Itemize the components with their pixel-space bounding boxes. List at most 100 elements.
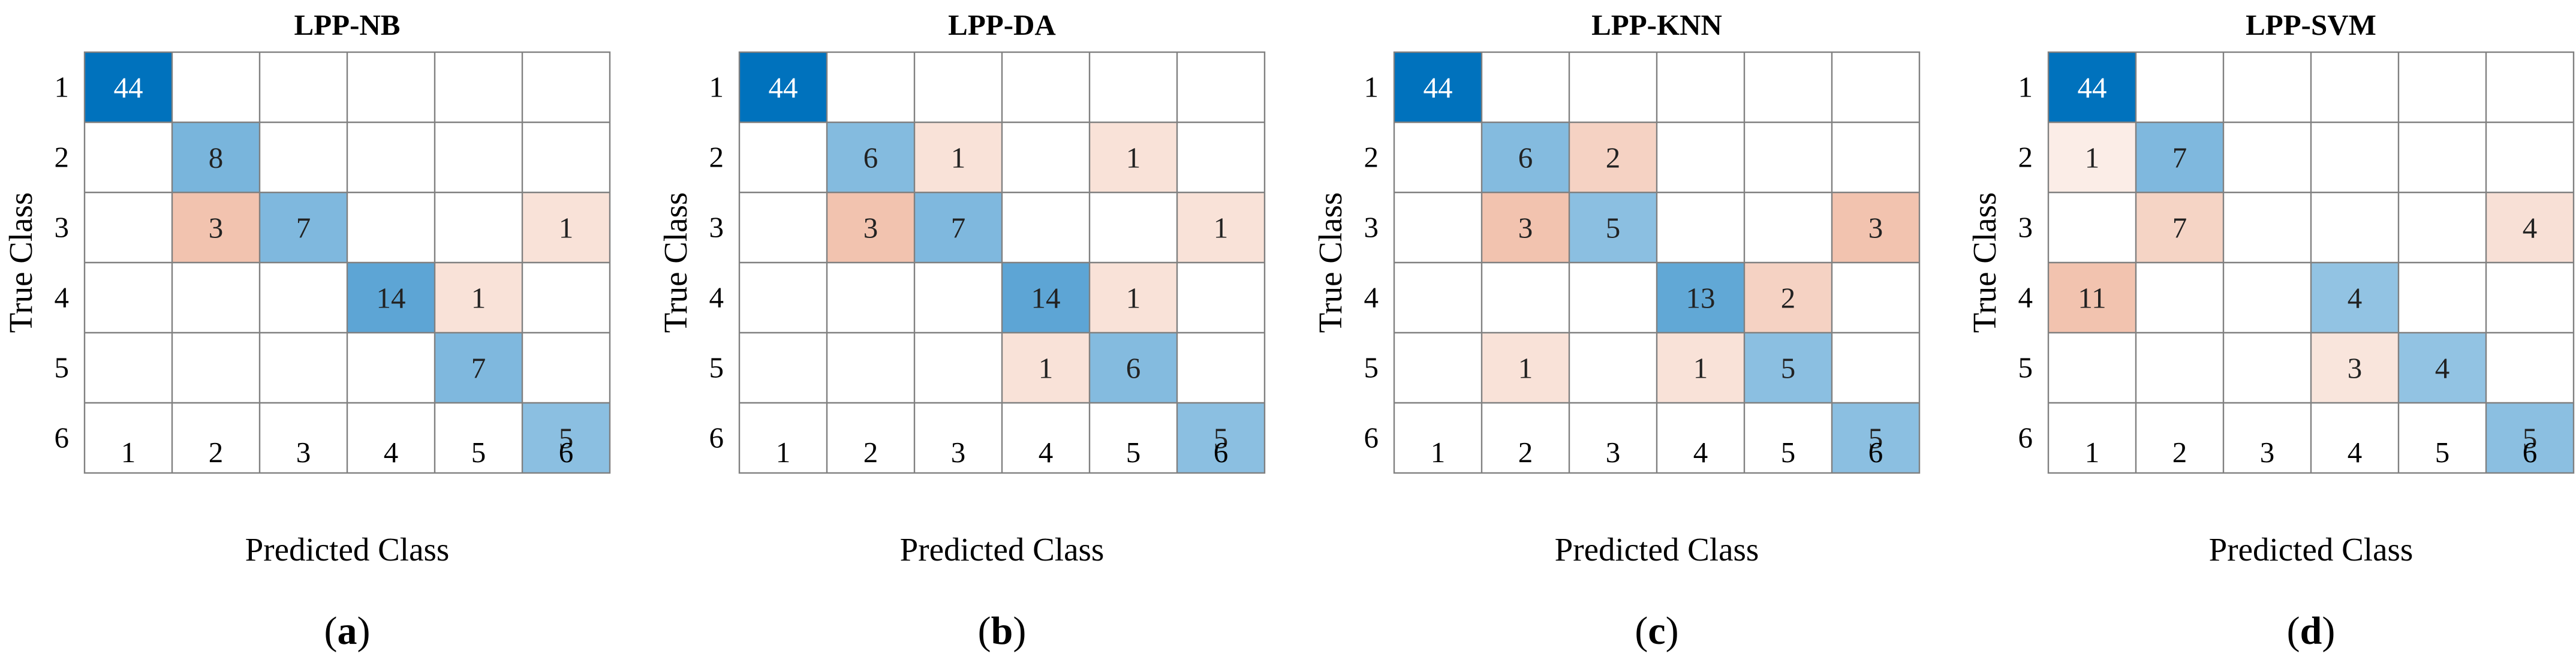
matrix-cell xyxy=(1090,52,1177,122)
cell-value-label: 44 xyxy=(1424,71,1453,104)
matrix-cell xyxy=(914,192,1002,263)
matrix-cell xyxy=(172,192,260,263)
matrix-cell xyxy=(2048,122,2136,192)
matrix-cell xyxy=(1832,403,1919,473)
matrix-cell xyxy=(2048,52,2136,122)
matrix-cell xyxy=(2136,192,2223,263)
y-tick-label: 3 xyxy=(2018,211,2033,244)
matrix-cell xyxy=(85,122,172,192)
matrix-cell xyxy=(827,52,914,122)
y-tick-label: 1 xyxy=(55,71,70,104)
matrix-cell xyxy=(2486,333,2574,403)
cell-value-label: 5 xyxy=(1606,212,1621,245)
matrix-cell xyxy=(1177,403,1265,473)
matrix-cell xyxy=(1657,122,1744,192)
x-axis-label: Predicted Class xyxy=(2209,531,2414,568)
matrix-cell xyxy=(827,403,914,473)
matrix-cell xyxy=(1090,263,1177,333)
y-tick-label: 3 xyxy=(55,211,70,244)
matrix-cell xyxy=(1394,403,1482,473)
x-tick-label: 3 xyxy=(951,436,966,469)
matrix-frame xyxy=(83,51,611,474)
cell-value-label: 44 xyxy=(114,71,143,104)
cell-value-label: 1 xyxy=(1518,352,1533,385)
cell-value-label: 5 xyxy=(1868,422,1883,455)
matrix-cell xyxy=(2048,403,2136,473)
matrix-cell xyxy=(2399,52,2486,122)
matrix-cell xyxy=(1569,263,1657,333)
panel-caption-letter: d xyxy=(2300,609,2322,653)
matrix-cell xyxy=(1482,192,1569,263)
matrix-cell xyxy=(2311,192,2399,263)
matrix-cell xyxy=(1394,263,1482,333)
matrix-cell xyxy=(347,52,435,122)
cell-value-label: 4 xyxy=(2348,282,2363,315)
x-axis-label: Predicted Class xyxy=(900,531,1105,568)
panel-caption: (d) xyxy=(2287,609,2336,653)
matrix-cell xyxy=(347,403,435,473)
matrix-cell xyxy=(2399,192,2486,263)
matrix-cell xyxy=(2486,263,2574,333)
panel-caption-letter: a xyxy=(338,609,357,653)
matrix-cell xyxy=(1394,192,1482,263)
matrix-cell xyxy=(2399,122,2486,192)
cell-value-label: 44 xyxy=(769,71,798,104)
cell-value-label: 5 xyxy=(559,422,574,455)
matrix-cell xyxy=(1482,333,1569,403)
y-tick-label: 4 xyxy=(709,281,724,314)
panel-caption: (c) xyxy=(1635,609,1678,653)
matrix-cell xyxy=(914,403,1002,473)
matrix-cell xyxy=(260,403,347,473)
matrix-cell xyxy=(2486,192,2574,263)
cell-value-label: 5 xyxy=(2523,422,2538,455)
matrix-cell xyxy=(1002,192,1090,263)
matrix-cell xyxy=(1832,333,1919,403)
x-tick-label: 4 xyxy=(1039,436,1054,469)
matrix-cell xyxy=(522,192,610,263)
chart-title: LPP-SVM xyxy=(2246,8,2376,41)
x-tick-label: 1 xyxy=(1431,436,1446,469)
matrix-cell xyxy=(2486,122,2574,192)
matrix-cell xyxy=(2136,122,2223,192)
matrix-cell xyxy=(739,403,827,473)
matrix-cell xyxy=(1657,403,1744,473)
y-tick-label: 4 xyxy=(2018,281,2033,314)
cell-value-label: 4 xyxy=(2435,352,2450,385)
x-tick-label: 1 xyxy=(2085,436,2100,469)
matrix-cell xyxy=(1482,122,1569,192)
matrix-cell xyxy=(522,403,610,473)
matrix-cell xyxy=(2311,263,2399,333)
matrix-cell xyxy=(522,52,610,122)
panel-caption: (a) xyxy=(324,609,371,653)
matrix-cell xyxy=(260,333,347,403)
matrix-cell xyxy=(1482,52,1569,122)
matrix-cell xyxy=(827,122,914,192)
y-axis-label: True Class xyxy=(2,192,39,333)
y-tick-label: 5 xyxy=(1364,351,1379,384)
matrix-cell xyxy=(1002,52,1090,122)
cell-value-label: 13 xyxy=(1686,282,1716,315)
matrix-cell xyxy=(435,192,522,263)
cell-value-label: 3 xyxy=(1518,212,1533,245)
matrix-cell xyxy=(1744,263,1832,333)
matrix-cell xyxy=(2048,333,2136,403)
cell-value-label: 1 xyxy=(2085,141,2100,174)
y-tick-label: 2 xyxy=(2018,141,2033,174)
matrix-cell xyxy=(435,333,522,403)
matrix-cell xyxy=(2311,333,2399,403)
cell-value-label: 1 xyxy=(559,212,574,245)
x-axis-label: Predicted Class xyxy=(1555,531,1759,568)
x-tick-label: 3 xyxy=(1606,436,1621,469)
matrix-cell xyxy=(1832,52,1919,122)
matrix-cell xyxy=(522,263,610,333)
x-tick-label: 6 xyxy=(2523,436,2538,469)
matrix-cell xyxy=(435,403,522,473)
matrix-cell xyxy=(1744,192,1832,263)
matrix-cell xyxy=(1002,403,1090,473)
y-tick-label: 6 xyxy=(1364,421,1379,454)
matrix-cell xyxy=(2311,52,2399,122)
matrix-cell xyxy=(2136,403,2223,473)
x-tick-label: 6 xyxy=(1214,436,1229,469)
cell-value-label: 1 xyxy=(951,141,966,174)
